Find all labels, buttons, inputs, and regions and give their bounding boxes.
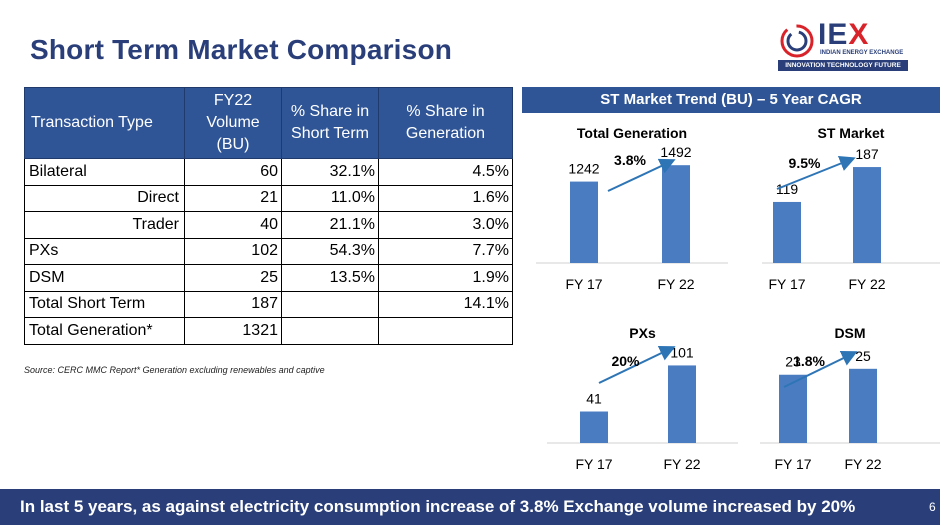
header-volume: FY22 Volume (BU) (184, 87, 282, 159)
category-label-total-generation: FY 22 (657, 276, 694, 292)
bar-total-generation-fy17 (570, 181, 598, 263)
cell-share-st (281, 317, 379, 345)
cell-share-gen (378, 317, 513, 345)
chart-title-st-market: ST Market (818, 125, 885, 141)
table-row: Direct 21 11.0% 1.6% (24, 184, 513, 212)
cell-type: Direct (24, 184, 185, 212)
value-label-pxs: 101 (670, 344, 694, 360)
value-label-total-generation: 1242 (568, 161, 599, 177)
cell-type: DSM (24, 264, 185, 292)
cell-type: Total Generation* (24, 317, 185, 345)
value-label-pxs: 41 (586, 391, 602, 407)
cell-share-gen: 1.9% (378, 264, 513, 292)
table-row: PXs 102 54.3% 7.7% (24, 237, 513, 265)
logo-letter-i: I (818, 18, 828, 51)
cell-share-gen: 14.1% (378, 290, 513, 318)
cell-share-gen: 7.7% (378, 237, 513, 265)
footer-banner: In last 5 years, as against electricity … (0, 489, 940, 525)
cagr-label-total-generation: 3.8% (614, 152, 646, 168)
cagr-label-st-market: 9.5% (789, 155, 821, 171)
logo-subtitle: INDIAN ENERGY EXCHANGE (820, 50, 904, 56)
cell-share-gen: 3.0% (378, 211, 513, 239)
bar-total-generation-fy22 (662, 165, 690, 263)
header-share-short-term: % Share in Short Term (281, 87, 379, 159)
cell-volume: 25 (184, 264, 282, 292)
header-share-generation: % Share in Generation (378, 87, 513, 159)
cell-share-st (281, 290, 379, 318)
page-number: 6 (929, 500, 936, 514)
value-label-dsm: 23 (785, 354, 801, 370)
cell-type: Total Short Term (24, 290, 185, 318)
cell-type: PXs (24, 237, 185, 265)
chart-title-dsm: DSM (834, 325, 865, 341)
cell-volume: 21 (184, 184, 282, 212)
table-row: DSM 25 13.5% 1.9% (24, 264, 513, 292)
cell-share-st: 11.0% (281, 184, 379, 212)
cagr-arrow-icon (607, 158, 676, 192)
chart-title-pxs: PXs (629, 325, 656, 341)
logo-wordmark: IEX (818, 20, 869, 50)
category-label-pxs: FY 22 (663, 456, 700, 472)
table-row: Trader 40 21.1% 3.0% (24, 211, 513, 239)
header-transaction-type: Transaction Type (24, 87, 185, 159)
cell-share-gen: 4.5% (378, 158, 513, 186)
table-row: Bilateral 60 32.1% 4.5% (24, 158, 513, 186)
cell-share-st: 21.1% (281, 211, 379, 239)
value-label-dsm: 25 (855, 348, 871, 364)
page-title: Short Term Market Comparison (30, 34, 453, 65)
bar-st-market-fy22 (853, 167, 881, 263)
bar-pxs-fy17 (580, 411, 608, 443)
logo-letter-e: E (827, 18, 849, 51)
value-label-total-generation: 1492 (660, 144, 691, 160)
cell-volume: 1321 (184, 317, 282, 345)
trend-charts: Total Generation 1242 FY 17 1492 FY 22 3.8% ST… (536, 125, 940, 472)
cell-volume: 60 (184, 158, 282, 186)
cell-share-st: 13.5% (281, 264, 379, 292)
cell-share-st: 54.3% (281, 237, 379, 265)
cell-volume: 40 (184, 211, 282, 239)
category-label-total-generation: FY 17 (565, 276, 602, 292)
cell-share-st: 32.1% (281, 158, 379, 186)
cell-type: Trader (24, 211, 185, 239)
bar-dsm-fy22 (849, 368, 877, 443)
bar-pxs-fy22 (668, 365, 696, 443)
cagr-arrow-icon (776, 156, 856, 190)
iex-emblem-icon (780, 24, 814, 58)
trend-panel-title: ST Market Trend (BU) – 5 Year CAGR (522, 87, 940, 113)
table-row: Total Generation* 1321 (24, 317, 513, 345)
value-label-st-market: 119 (776, 181, 799, 197)
source-note: Source: CERC MMC Report* Generation excl… (24, 365, 325, 375)
logo-letter-x: X (848, 18, 870, 51)
category-label-st-market: FY 17 (768, 276, 805, 292)
table-row: Total Short Term 187 14.1% (24, 290, 513, 318)
bar-st-market-fy17 (773, 201, 801, 263)
cagr-label-dsm: 1.8% (793, 353, 825, 369)
cell-type: Bilateral (24, 158, 185, 186)
cell-volume: 102 (184, 237, 282, 265)
iex-logo: IEX INDIAN ENERGY EXCHANGE INNOVATION TE… (776, 20, 910, 74)
logo-tagline: INNOVATION TECHNOLOGY FUTURE (778, 60, 908, 71)
table-header-row: Transaction Type FY22 Volume (BU) % Shar… (24, 87, 513, 159)
value-label-st-market: 187 (855, 146, 879, 162)
cagr-arrow-icon (783, 351, 858, 388)
cagr-arrow-icon (598, 345, 676, 384)
cagr-label-pxs: 20% (611, 353, 640, 369)
comparison-table: Transaction Type FY22 Volume (BU) % Shar… (24, 87, 513, 345)
category-label-st-market: FY 22 (848, 276, 885, 292)
category-label-dsm: FY 22 (844, 456, 881, 472)
category-label-pxs: FY 17 (575, 456, 612, 472)
category-label-dsm: FY 17 (774, 456, 811, 472)
chart-title-total-generation: Total Generation (577, 125, 687, 141)
cell-share-gen: 1.6% (378, 184, 513, 212)
bar-dsm-fy17 (779, 374, 807, 443)
cell-volume: 187 (184, 290, 282, 318)
